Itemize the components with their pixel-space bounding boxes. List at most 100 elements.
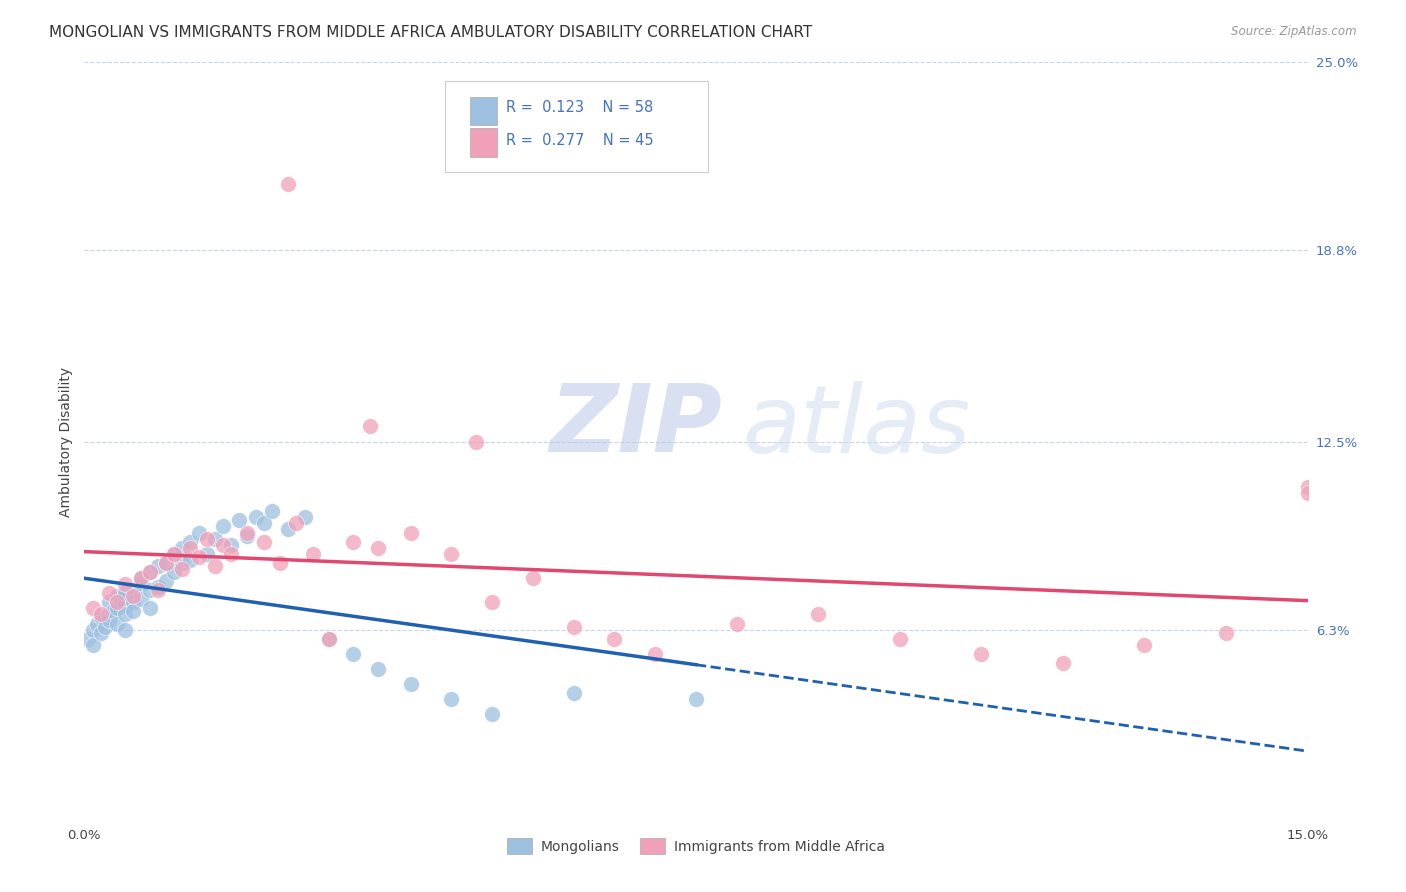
- Point: [187, 525, 209, 540]
- Text: MONGOLIAN VS IMMIGRANTS FROM MIDDLE AFRICA AMBULATORY DISABILITY CORRELATION CHA: MONGOLIAN VS IMMIGRANTS FROM MIDDLE AFRI…: [49, 25, 813, 40]
- Point: [172, 556, 194, 570]
- Point: [155, 574, 177, 588]
- Text: Source: ZipAtlas.com: Source: ZipAtlas.com: [1232, 25, 1357, 38]
- Point: [1296, 480, 1319, 494]
- Point: [294, 510, 316, 524]
- Point: [212, 538, 235, 552]
- Point: [146, 583, 169, 598]
- Point: [97, 595, 120, 609]
- FancyBboxPatch shape: [446, 81, 709, 172]
- Point: [155, 556, 177, 570]
- Point: [1052, 656, 1074, 670]
- Point: [399, 677, 422, 691]
- Point: [155, 556, 177, 570]
- Point: [260, 504, 283, 518]
- Point: [179, 553, 201, 567]
- Point: [105, 589, 128, 603]
- Point: [212, 519, 235, 533]
- Point: [163, 547, 186, 561]
- Point: [277, 177, 299, 191]
- Point: [807, 607, 830, 622]
- Point: [172, 562, 194, 576]
- Point: [725, 616, 748, 631]
- Point: [131, 577, 153, 591]
- Point: [179, 534, 201, 549]
- Point: [93, 619, 115, 633]
- Point: [318, 632, 340, 646]
- Point: [236, 525, 259, 540]
- Point: [464, 434, 486, 449]
- Point: [481, 595, 503, 609]
- Point: [114, 586, 136, 600]
- Point: [522, 571, 544, 585]
- Point: [131, 571, 153, 585]
- Point: [163, 547, 186, 561]
- Point: [90, 610, 112, 624]
- Point: [187, 549, 209, 564]
- Point: [562, 619, 585, 633]
- Point: [114, 577, 136, 591]
- Point: [245, 510, 267, 524]
- Point: [342, 647, 364, 661]
- Point: [97, 586, 120, 600]
- Point: [82, 601, 104, 615]
- Point: [889, 632, 911, 646]
- Text: atlas: atlas: [742, 381, 970, 472]
- Point: [114, 599, 136, 613]
- Point: [219, 538, 242, 552]
- Point: [114, 607, 136, 622]
- Point: [359, 419, 381, 434]
- Point: [122, 604, 145, 618]
- Point: [138, 565, 160, 579]
- Point: [367, 541, 389, 555]
- Point: [685, 692, 707, 706]
- Point: [86, 616, 108, 631]
- Point: [195, 547, 218, 561]
- Point: [603, 632, 626, 646]
- Legend: Mongolians, Immigrants from Middle Africa: Mongolians, Immigrants from Middle Afric…: [502, 833, 890, 859]
- Point: [204, 558, 226, 573]
- Point: [82, 623, 104, 637]
- Point: [195, 532, 218, 546]
- Point: [204, 532, 226, 546]
- Point: [131, 571, 153, 585]
- Bar: [470, 96, 496, 126]
- Bar: [470, 128, 496, 157]
- Point: [644, 647, 666, 661]
- Point: [318, 632, 340, 646]
- Point: [277, 523, 299, 537]
- Point: [481, 707, 503, 722]
- Point: [253, 534, 276, 549]
- Point: [253, 516, 276, 531]
- Point: [562, 686, 585, 700]
- Text: ZIP: ZIP: [550, 380, 723, 473]
- Point: [1296, 486, 1319, 500]
- Point: [367, 662, 389, 676]
- Point: [163, 565, 186, 579]
- Point: [122, 589, 145, 603]
- Point: [97, 607, 120, 622]
- Point: [122, 595, 145, 609]
- Point: [138, 565, 160, 579]
- Point: [440, 692, 463, 706]
- Point: [342, 534, 364, 549]
- Point: [90, 625, 112, 640]
- Point: [228, 513, 250, 527]
- Point: [82, 638, 104, 652]
- Point: [440, 547, 463, 561]
- Point: [90, 607, 112, 622]
- Point: [77, 632, 100, 646]
- Point: [131, 592, 153, 607]
- Point: [105, 601, 128, 615]
- Point: [219, 547, 242, 561]
- Point: [105, 595, 128, 609]
- Point: [138, 583, 160, 598]
- Text: R =  0.123    N = 58: R = 0.123 N = 58: [506, 101, 654, 115]
- Point: [101, 604, 124, 618]
- Point: [172, 541, 194, 555]
- Point: [146, 580, 169, 594]
- Point: [105, 616, 128, 631]
- Point: [285, 516, 308, 531]
- Point: [1215, 625, 1237, 640]
- Y-axis label: Ambulatory Disability: Ambulatory Disability: [59, 367, 73, 516]
